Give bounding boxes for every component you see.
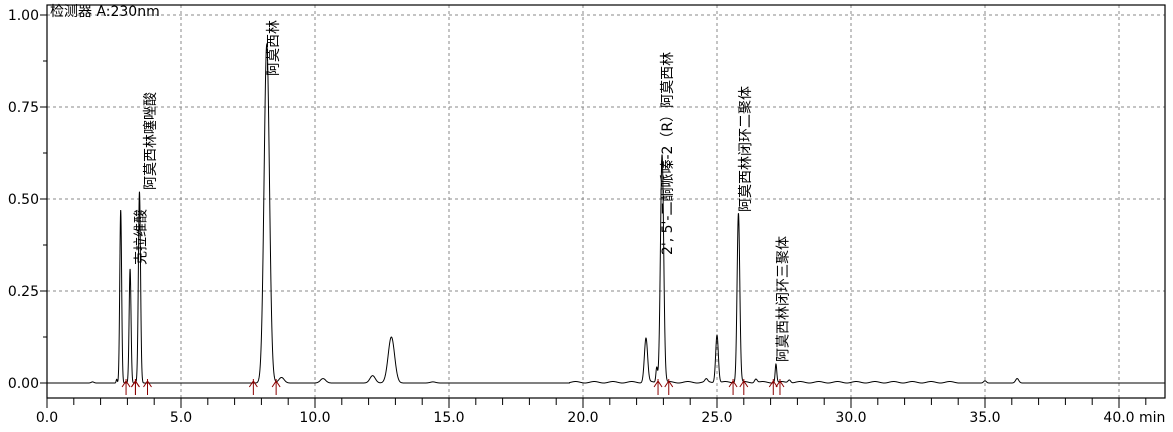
x-tick-label: 10.0 [299, 410, 330, 426]
trace-layer [47, 42, 1165, 384]
peak-label: 2', 5'-二酮哌嗪-2（R）阿莫西林 [659, 52, 676, 255]
chromatogram-trace [47, 42, 1165, 384]
integration-marker [131, 379, 140, 395]
x-tick-label: 30.0 [835, 410, 866, 426]
peak-label: 阿莫西林噻唑酸 [142, 92, 159, 190]
x-tick-label: 5.0 [170, 410, 192, 426]
y-tick-label: 0.00 [8, 376, 39, 392]
integration-marker [121, 379, 131, 395]
integration-marker [775, 379, 785, 395]
x-tick-label: 20.0 [567, 410, 598, 426]
x-tick-label: 35.0 [969, 410, 1000, 426]
y-tick-label: 0.25 [8, 284, 39, 300]
integration-marker [271, 379, 281, 395]
integration-marks [121, 379, 785, 395]
peak-label: 克拉维酸 [133, 209, 149, 265]
y-tick-label: 0.50 [8, 192, 39, 208]
plot-frame [46, 4, 1166, 399]
x-tick-label: 0.0 [36, 410, 58, 426]
y-tick-label: 0.75 [8, 100, 39, 116]
integration-marker [728, 379, 738, 395]
peak-label: 阿莫西林 [266, 20, 282, 76]
x-tick-label: 40.0 [1103, 410, 1134, 426]
integration-marker [143, 379, 152, 395]
y-tick-label: 1.00 [8, 8, 39, 24]
integration-marker [739, 379, 749, 395]
peak-label: 阿莫西林闭环三聚体 [775, 236, 791, 362]
integration-marker [653, 379, 663, 395]
axes: 0.0 5.0 10.0 15.0 20.0 25.0 30.0 35.0 40.0 min 0.0… [8, 4, 1166, 426]
integration-marker [768, 379, 778, 395]
integration-marker [248, 379, 258, 395]
chart-title: 检测器 A:230nm [50, 4, 160, 20]
grid-lines [47, 5, 1165, 398]
x-tick-label: 15.0 [433, 410, 464, 426]
x-tick-label: 25.0 [701, 410, 732, 426]
peak-label: 阿莫西林闭环二聚体 [738, 86, 754, 212]
x-axis-unit: min [1139, 410, 1165, 426]
integration-marker [664, 379, 674, 395]
